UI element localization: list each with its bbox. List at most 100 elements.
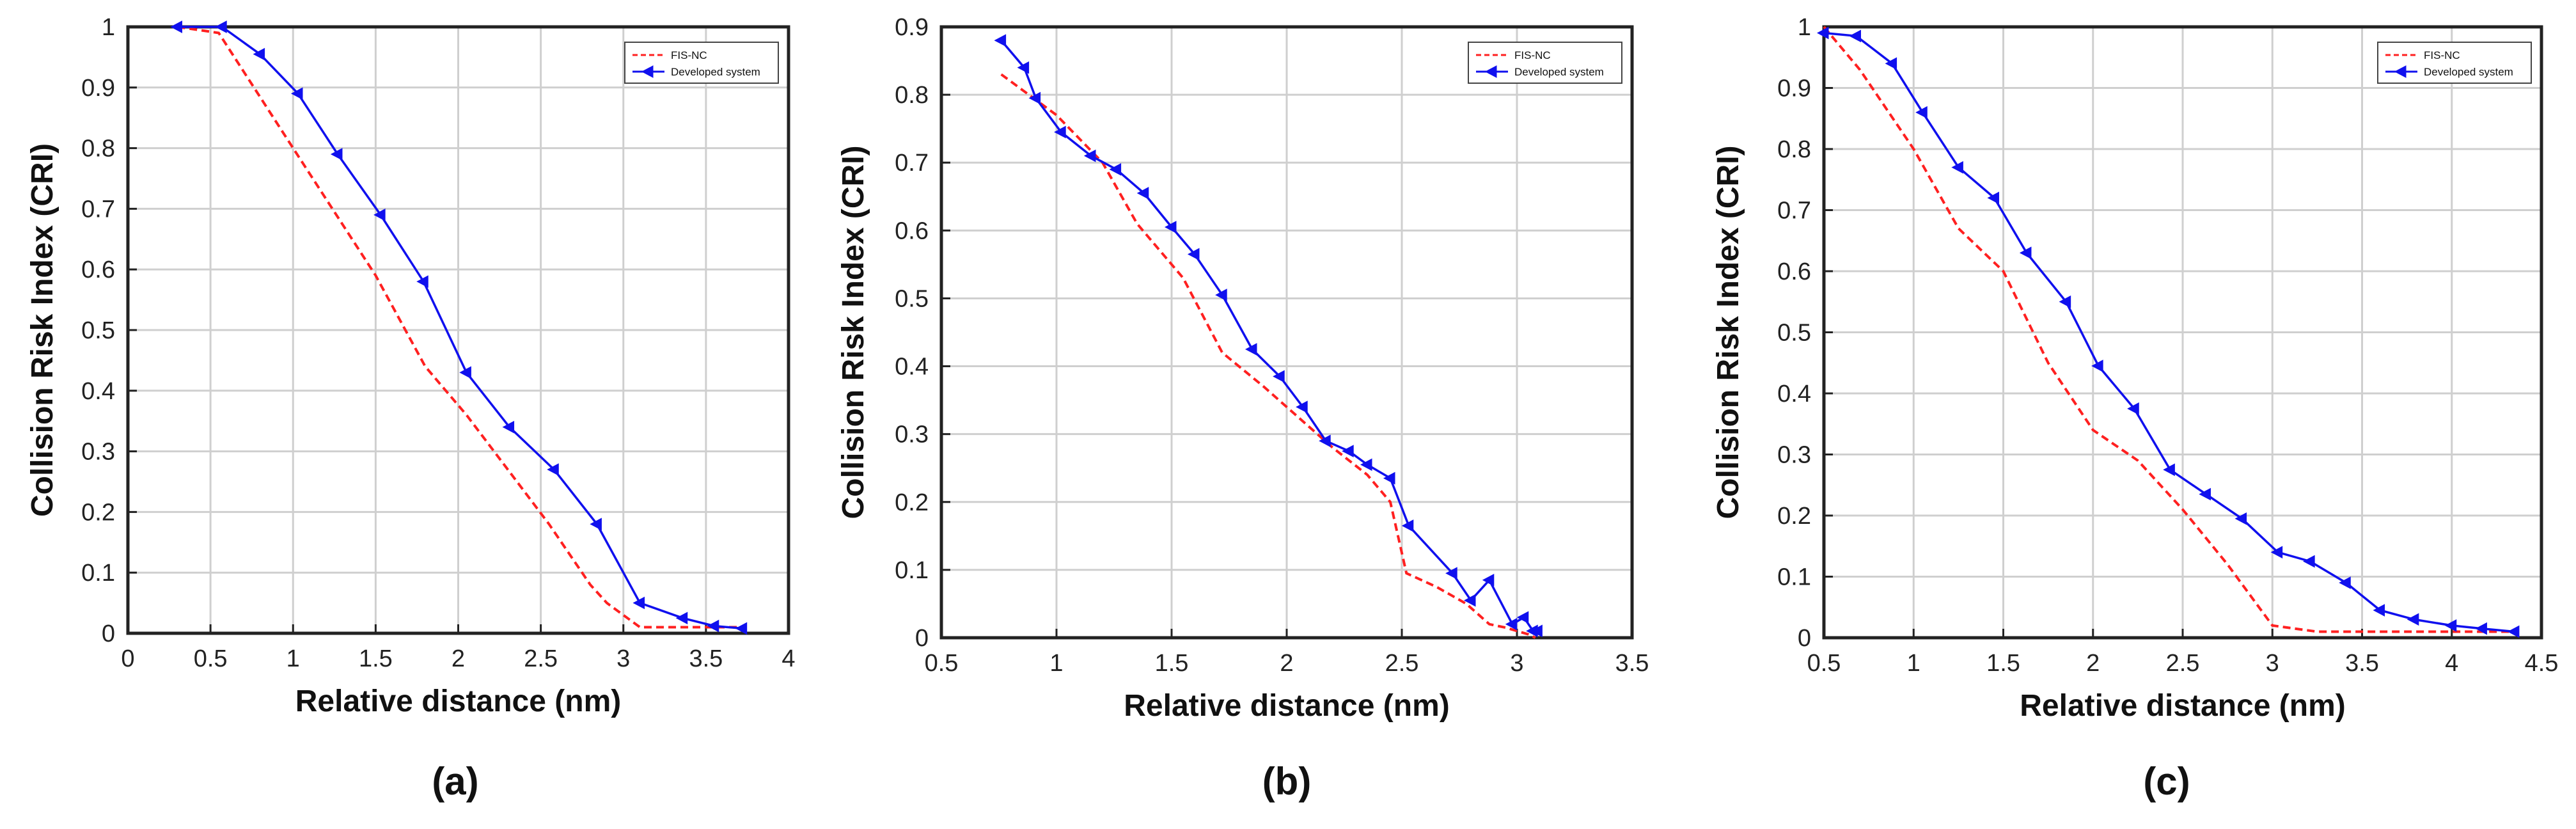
- y-tick-label: 0.1: [895, 557, 929, 584]
- data-point-marker: [1296, 400, 1308, 414]
- y-tick-label: 1: [1798, 14, 1811, 41]
- x-tick-label: 1.5: [1986, 650, 2020, 677]
- data-point-marker: [2163, 463, 2175, 477]
- x-tick-label: 2: [1280, 650, 1293, 677]
- data-point-marker: [1482, 573, 1495, 587]
- x-tick-label: 3: [1510, 650, 1523, 677]
- data-point-marker: [2234, 512, 2247, 525]
- data-point-marker: [2444, 619, 2457, 632]
- y-tick-label: 0.9: [895, 14, 929, 41]
- data-point-marker: [707, 619, 719, 633]
- x-axis-label: Relative distance (nm): [2020, 689, 2345, 723]
- data-point-marker: [1987, 191, 1999, 205]
- x-tick-label: 4: [2445, 650, 2458, 677]
- data-point-marker: [1915, 106, 1928, 119]
- x-tick-label: 2: [452, 645, 465, 672]
- data-point-marker: [330, 148, 343, 161]
- legend-entry: Developed system: [1514, 66, 1604, 78]
- chart-panel-1: 0 0.5 1 1.5 2 2.5 3 3.5 4 0 0.1 0.2 0.3 0.4 0.5 0.6 0.7 0…: [26, 14, 796, 803]
- y-tick-label: 0: [915, 625, 929, 652]
- data-point-marker: [2475, 622, 2487, 635]
- data-point-marker: [675, 612, 688, 625]
- x-tick-label: 2.5: [1385, 650, 1419, 677]
- y-tick-label: 0: [102, 620, 115, 647]
- data-point-marker: [170, 20, 182, 33]
- x-tick-label: 2: [2086, 650, 2100, 677]
- y-tick-label: 0.1: [81, 560, 115, 587]
- legend: FIS-NC Developed system: [624, 42, 779, 84]
- y-tick-label: 0.2: [895, 489, 929, 516]
- data-point-marker: [373, 209, 386, 221]
- y-tick-label: 0.4: [1777, 381, 1811, 407]
- data-point-marker: [1360, 458, 1372, 471]
- y-tick-label: 0.9: [1777, 75, 1811, 102]
- y-tick-label: 0.6: [1777, 258, 1811, 285]
- series-line-developed-system: [1000, 40, 1538, 633]
- x-tick-label: 3: [2266, 650, 2279, 677]
- series-line-developed-system: [177, 26, 742, 630]
- x-tick-label: 0.5: [925, 650, 959, 677]
- panel-label: (b): [1262, 760, 1312, 803]
- x-tick-label: 1: [1907, 650, 1920, 677]
- data-point-marker: [1187, 248, 1200, 261]
- y-tick-label: 0.7: [81, 196, 115, 223]
- data-point-marker: [459, 366, 471, 379]
- data-point-marker: [2059, 295, 2071, 308]
- legend-marker: [1484, 65, 1497, 78]
- data-point-marker: [1445, 567, 1457, 580]
- y-tick-label: 0: [1798, 625, 1811, 652]
- data-point-marker: [2127, 402, 2139, 415]
- data-point-marker: [1215, 288, 1227, 301]
- legend-marker: [641, 65, 654, 78]
- x-axis-label: Relative distance (nm): [295, 684, 621, 718]
- x-tick-label: 0: [121, 645, 134, 672]
- chart-panel-3: 0.5 1 1.5 2 2.5 3 3.5 4 4.5 0 0.1 0.2 0.3 0.4 0.5 0.6 0.…: [1711, 14, 2558, 803]
- data-point-marker: [1245, 343, 1257, 356]
- series-line-fis-nc: [1823, 26, 2515, 633]
- data-point-marker: [1849, 29, 1861, 43]
- data-point-marker: [1530, 624, 1543, 638]
- data-point-marker: [290, 87, 303, 100]
- data-point-marker: [1164, 221, 1177, 233]
- data-point-marker: [1816, 26, 1829, 40]
- x-tick-label: 4: [781, 645, 795, 672]
- data-point-marker: [1083, 149, 1096, 162]
- x-tick-label: 0.5: [1807, 650, 1841, 677]
- panel-label: (a): [432, 760, 478, 803]
- data-point-marker: [735, 622, 748, 635]
- legend-marker: [2394, 65, 2407, 78]
- data-point-marker: [547, 463, 559, 476]
- x-tick-label: 2.5: [524, 645, 558, 672]
- y-axis-label: Collision Risk Index (CRI): [1711, 145, 1745, 519]
- x-axis-label: Relative distance (nm): [1124, 689, 1449, 723]
- series-line-fis-nc: [177, 26, 739, 629]
- x-tick-label: 3.5: [1615, 650, 1649, 677]
- legend-entry: FIS-NC: [671, 49, 707, 61]
- data-point-marker: [2339, 576, 2351, 589]
- x-tick-label: 3.5: [689, 645, 723, 672]
- x-tick-label: 1.5: [1155, 650, 1189, 677]
- y-tick-label: 0.4: [895, 354, 929, 381]
- x-tick-label: 2.5: [2166, 650, 2200, 677]
- chart-panel-2: 0.5 1 1.5 2 2.5 3 3.5 0 0.1 0.2 0.3 0.4 0.5 0.6 0.7 0.8…: [836, 14, 1649, 803]
- data-point-marker: [1342, 445, 1354, 458]
- data-point-marker: [2091, 359, 2103, 372]
- data-point-marker: [1136, 187, 1149, 200]
- data-point-marker: [1516, 611, 1529, 624]
- legend-entry: Developed system: [2424, 66, 2513, 78]
- data-point-marker: [502, 420, 515, 434]
- data-point-marker: [2507, 625, 2520, 638]
- data-point-marker: [2303, 555, 2315, 568]
- y-tick-label: 0.8: [895, 82, 929, 109]
- x-tick-label: 0.5: [194, 645, 228, 672]
- data-point-marker: [632, 596, 645, 610]
- data-point-marker: [1463, 594, 1476, 607]
- legend-entry: FIS-NC: [1514, 49, 1551, 61]
- data-point-marker: [2019, 246, 2032, 260]
- y-tick-label: 0.8: [81, 136, 115, 162]
- data-point-marker: [1885, 57, 1897, 70]
- y-tick-label: 0.5: [81, 317, 115, 344]
- data-point-marker: [1505, 617, 1518, 631]
- legend-entry: Developed system: [671, 66, 760, 78]
